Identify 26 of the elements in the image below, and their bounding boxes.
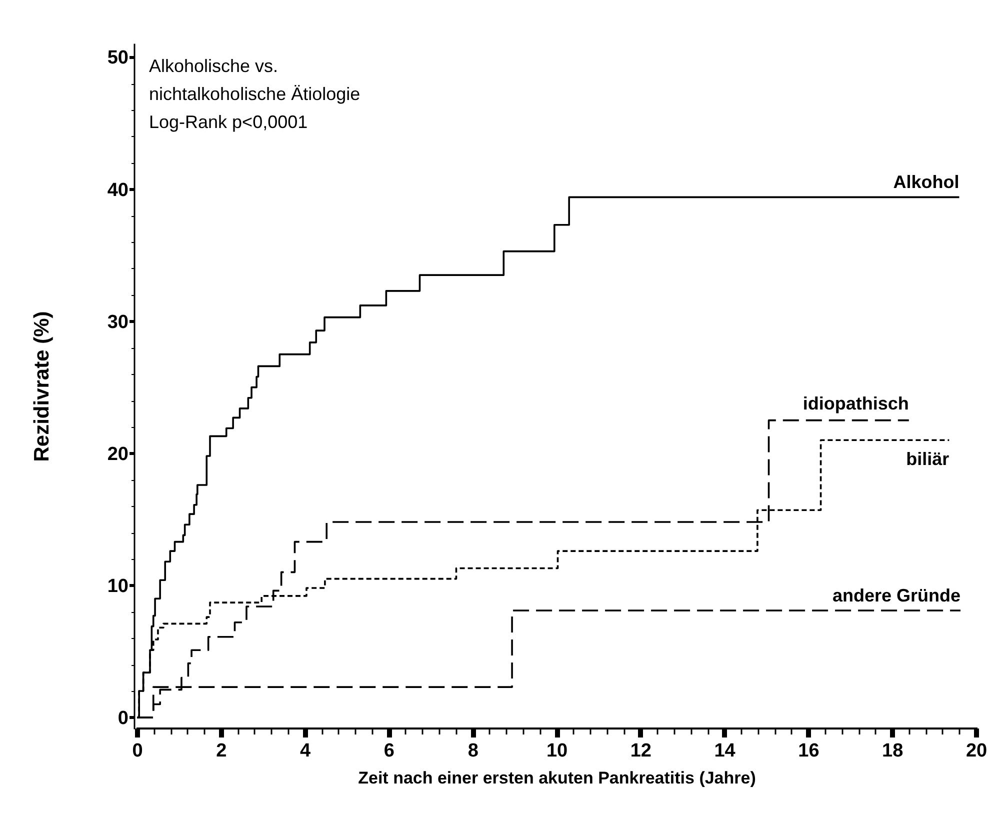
annotation: Alkoholische vs. bbox=[149, 56, 278, 76]
y-tick-label: 50 bbox=[107, 48, 128, 69]
x-tick-label: 2 bbox=[216, 740, 227, 762]
y-tick-label: 30 bbox=[107, 312, 128, 333]
y-tick-label: 20 bbox=[107, 444, 128, 465]
series-label: idiopathisch bbox=[802, 393, 909, 414]
x-tick-label: 4 bbox=[300, 740, 312, 762]
series-label: andere Gründe bbox=[832, 585, 960, 606]
y-tick-label: 10 bbox=[107, 576, 128, 597]
y-axis-title: Rezidivrate (%) bbox=[30, 311, 54, 462]
series-label: biliär bbox=[906, 449, 950, 470]
x-tick-label: 10 bbox=[546, 740, 568, 762]
x-tick-label: 14 bbox=[714, 740, 736, 762]
x-tick-label: 12 bbox=[630, 740, 652, 762]
series-label: Alkohol bbox=[893, 172, 960, 192]
x-tick-label: 0 bbox=[132, 740, 143, 762]
x-tick-label: 20 bbox=[966, 740, 988, 762]
annotation: Log-Rank p<0,0001 bbox=[149, 112, 308, 132]
x-tick-label: 16 bbox=[798, 740, 820, 762]
y-tick-label: 0 bbox=[118, 708, 128, 729]
x-tick-label: 8 bbox=[468, 740, 478, 762]
x-tick-label: 18 bbox=[882, 740, 904, 762]
x-tick-label: 6 bbox=[384, 740, 394, 762]
y-tick-label: 40 bbox=[107, 180, 128, 201]
annotation: nichtalkoholische Ätiologie bbox=[149, 84, 360, 104]
x-axis-title: Zeit nach einer ersten akuten Pankreatitis (Jahre) bbox=[358, 768, 756, 788]
